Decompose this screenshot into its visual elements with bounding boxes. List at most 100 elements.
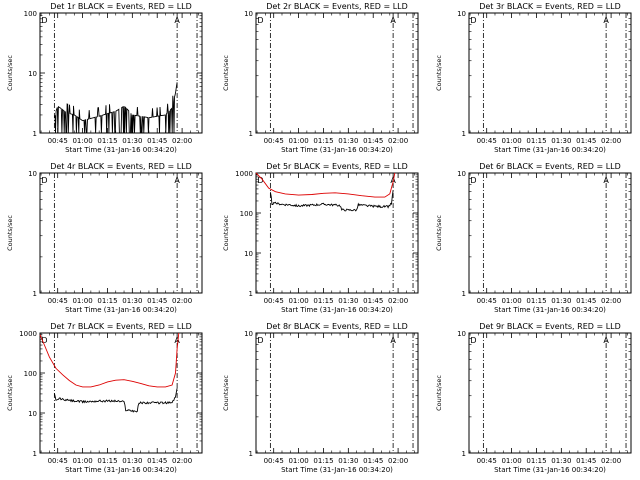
marker-label: D (257, 176, 263, 185)
y-tick-label: 1 (249, 290, 253, 298)
y-tick-label: 1 (462, 450, 466, 458)
y-tick-label: 10 (28, 70, 37, 78)
y-axis-label: Counts/sec (222, 55, 230, 91)
x-tick-label: 01:15 (526, 297, 546, 305)
x-axis-label: Start Time (31-Jan-16 00:34:20) (65, 306, 177, 314)
marker-label: D (470, 176, 476, 185)
x-tick-label: 01:45 (576, 457, 596, 465)
marker-label: D (470, 336, 476, 345)
y-tick-label: 100 (240, 210, 253, 218)
x-tick-label: 01:00 (501, 297, 521, 305)
panel-title: Det 3r BLACK = Events, RED = LLD (479, 2, 621, 11)
series-lld-line (39, 332, 180, 388)
marker-label: A (174, 16, 180, 25)
plot-frame (468, 12, 632, 134)
marker-label: D (41, 176, 47, 185)
x-tick-label: 01:15 (97, 297, 117, 305)
x-tick-label: 01:00 (72, 137, 92, 145)
panel-title: Det 5r BLACK = Events, RED = LLD (266, 162, 408, 171)
x-tick-label: 01:00 (288, 297, 308, 305)
panel-det-9r: Det 9r BLACK = Events, RED = LLD 1 10 Count… (435, 322, 632, 474)
y-tick-label: 1 (249, 130, 253, 138)
panel-title: Det 6r BLACK = Events, RED = LLD (479, 162, 621, 171)
series-events-line (53, 82, 178, 134)
x-tick-label: 01:00 (288, 457, 308, 465)
plot-frame (39, 172, 203, 294)
x-tick-label: 02:00 (172, 297, 192, 305)
x-tick-label: 01:30 (551, 137, 571, 145)
x-tick-label: 02:00 (388, 457, 408, 465)
y-tick-label: 10 (457, 170, 466, 178)
panel-det-6r: Det 6r BLACK = Events, RED = LLD 1 10 Count… (435, 162, 632, 314)
panel-title: Det 7r BLACK = Events, RED = LLD (50, 322, 192, 331)
x-tick-label: 00:45 (48, 137, 68, 145)
x-tick-label: 02:00 (172, 137, 192, 145)
x-tick-label: 02:00 (601, 297, 621, 305)
x-tick-label: 02:00 (388, 297, 408, 305)
y-axis-label: Counts/sec (6, 375, 14, 411)
x-axis-label: Start Time (31-Jan-16 00:34:20) (494, 466, 606, 474)
x-axis-label: Start Time (31-Jan-16 00:34:20) (281, 146, 393, 154)
y-tick-label: 1000 (235, 170, 253, 178)
marker-label: D (470, 16, 476, 25)
y-tick-label: 1 (249, 450, 253, 458)
x-tick-label: 01:30 (551, 457, 571, 465)
y-axis-label: Counts/sec (435, 375, 443, 411)
y-axis-label: Counts/sec (6, 55, 14, 91)
series-events-line (269, 190, 394, 212)
series-lld-line (255, 172, 396, 198)
x-axis-label: Start Time (31-Jan-16 00:34:20) (65, 146, 177, 154)
x-tick-label: 01:00 (288, 137, 308, 145)
x-tick-label: 01:30 (551, 297, 571, 305)
x-tick-label: 01:15 (526, 137, 546, 145)
plot-frame (255, 332, 419, 454)
plot-frame (468, 172, 632, 294)
x-tick-label: 01:45 (147, 297, 167, 305)
marker-label: A (603, 176, 609, 185)
x-tick-label: 01:15 (313, 297, 333, 305)
marker-label: A (603, 16, 609, 25)
x-tick-label: 01:30 (338, 297, 358, 305)
x-tick-label: 01:00 (72, 457, 92, 465)
panel-title: Det 4r BLACK = Events, RED = LLD (50, 162, 192, 171)
y-tick-label: 1 (33, 290, 37, 298)
y-axis-label: Counts/sec (6, 215, 14, 251)
panel-title: Det 2r BLACK = Events, RED = LLD (266, 2, 408, 11)
y-tick-label: 10 (28, 170, 37, 178)
x-tick-label: 01:30 (122, 457, 142, 465)
x-tick-label: 00:45 (477, 457, 497, 465)
x-tick-label: 00:45 (477, 137, 497, 145)
x-tick-label: 01:15 (97, 137, 117, 145)
marker-label: A (390, 16, 396, 25)
y-axis-label: Counts/sec (435, 215, 443, 251)
marker-label: D (257, 336, 263, 345)
x-axis-label: Start Time (31-Jan-16 00:34:20) (281, 466, 393, 474)
marker-label: D (257, 16, 263, 25)
x-tick-label: 01:45 (147, 137, 167, 145)
y-tick-label: 10 (244, 10, 253, 18)
x-tick-label: 01:30 (338, 457, 358, 465)
marker-label: A (603, 336, 609, 345)
marker-label: D (41, 336, 47, 345)
y-tick-label: 100 (24, 10, 37, 18)
x-tick-label: 02:00 (601, 457, 621, 465)
x-tick-label: 01:15 (313, 137, 333, 145)
y-tick-label: 1 (33, 450, 37, 458)
panel-title: Det 9r BLACK = Events, RED = LLD (479, 322, 621, 331)
x-tick-label: 01:30 (122, 297, 142, 305)
y-tick-label: 1 (462, 130, 466, 138)
x-tick-label: 01:45 (147, 457, 167, 465)
x-tick-label: 00:45 (264, 297, 284, 305)
x-tick-label: 02:00 (601, 137, 621, 145)
x-tick-label: 00:45 (477, 297, 497, 305)
y-tick-label: 1 (33, 130, 37, 138)
plot-frame (255, 12, 419, 134)
marker-label: D (41, 16, 47, 25)
y-tick-label: 10 (28, 410, 37, 418)
x-axis-label: Start Time (31-Jan-16 00:34:20) (494, 306, 606, 314)
x-axis-label: Start Time (31-Jan-16 00:34:20) (281, 306, 393, 314)
x-tick-label: 00:45 (48, 297, 68, 305)
x-tick-label: 01:45 (363, 137, 383, 145)
x-tick-label: 01:30 (122, 137, 142, 145)
y-tick-label: 1000 (19, 330, 37, 338)
